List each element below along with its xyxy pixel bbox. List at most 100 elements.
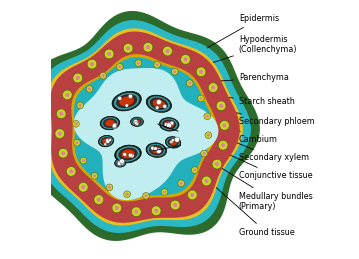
Ellipse shape <box>116 146 140 162</box>
Ellipse shape <box>115 159 125 167</box>
Circle shape <box>117 161 122 166</box>
Ellipse shape <box>118 148 137 160</box>
Circle shape <box>196 67 206 77</box>
Circle shape <box>219 104 223 108</box>
Ellipse shape <box>150 97 168 110</box>
Circle shape <box>115 206 119 210</box>
Circle shape <box>173 70 176 73</box>
Circle shape <box>173 203 177 207</box>
Circle shape <box>78 182 88 192</box>
Ellipse shape <box>134 119 140 124</box>
Circle shape <box>154 61 160 68</box>
Ellipse shape <box>131 117 144 126</box>
Circle shape <box>74 139 80 146</box>
Ellipse shape <box>151 147 162 154</box>
Ellipse shape <box>153 99 165 108</box>
Ellipse shape <box>132 118 142 125</box>
Ellipse shape <box>102 138 110 144</box>
Circle shape <box>202 152 206 155</box>
Circle shape <box>174 137 180 142</box>
Circle shape <box>181 54 190 64</box>
Circle shape <box>58 132 62 136</box>
Ellipse shape <box>149 145 164 155</box>
Circle shape <box>62 90 72 100</box>
Circle shape <box>75 141 79 144</box>
Circle shape <box>87 59 97 69</box>
Ellipse shape <box>120 96 134 106</box>
Circle shape <box>77 102 84 109</box>
Ellipse shape <box>103 118 117 128</box>
Circle shape <box>170 121 174 125</box>
Circle shape <box>130 154 134 158</box>
Circle shape <box>118 96 122 100</box>
Circle shape <box>191 167 198 174</box>
Text: Ground tissue: Ground tissue <box>216 188 294 237</box>
Circle shape <box>199 97 202 100</box>
Circle shape <box>172 68 178 75</box>
Circle shape <box>126 193 129 196</box>
Circle shape <box>187 190 197 200</box>
Circle shape <box>88 87 91 90</box>
Polygon shape <box>75 58 214 198</box>
Ellipse shape <box>101 137 112 145</box>
Circle shape <box>157 99 162 105</box>
Circle shape <box>69 169 73 174</box>
Circle shape <box>143 42 153 52</box>
Text: Cambium: Cambium <box>204 115 278 144</box>
Circle shape <box>123 153 126 156</box>
Text: Secondary phloem: Secondary phloem <box>205 106 314 126</box>
Circle shape <box>208 83 218 92</box>
Circle shape <box>86 85 93 92</box>
Circle shape <box>183 57 188 61</box>
Circle shape <box>153 147 158 151</box>
Circle shape <box>221 143 225 147</box>
Ellipse shape <box>121 149 135 159</box>
Circle shape <box>156 63 159 66</box>
Circle shape <box>171 139 174 142</box>
Circle shape <box>155 106 159 109</box>
Circle shape <box>112 124 117 129</box>
Circle shape <box>73 120 79 127</box>
Circle shape <box>205 132 212 139</box>
Circle shape <box>59 112 63 116</box>
Circle shape <box>165 49 169 53</box>
Ellipse shape <box>131 118 143 126</box>
Ellipse shape <box>100 116 120 130</box>
Polygon shape <box>72 55 216 201</box>
Circle shape <box>73 73 83 83</box>
Circle shape <box>180 182 183 185</box>
Circle shape <box>220 120 229 130</box>
Circle shape <box>97 198 101 202</box>
Ellipse shape <box>169 140 177 145</box>
Circle shape <box>199 70 203 74</box>
Circle shape <box>58 148 68 158</box>
Circle shape <box>170 140 173 143</box>
Ellipse shape <box>117 161 123 165</box>
Circle shape <box>143 192 149 199</box>
Circle shape <box>186 80 193 87</box>
Circle shape <box>112 203 122 213</box>
Circle shape <box>91 172 98 179</box>
Circle shape <box>212 159 222 169</box>
Polygon shape <box>32 12 259 240</box>
Circle shape <box>204 113 211 120</box>
Circle shape <box>188 82 191 85</box>
Circle shape <box>107 52 111 56</box>
Circle shape <box>90 62 94 66</box>
Ellipse shape <box>114 93 140 110</box>
Circle shape <box>65 93 69 97</box>
Polygon shape <box>74 69 218 199</box>
Polygon shape <box>51 32 239 222</box>
Circle shape <box>108 186 111 189</box>
Circle shape <box>104 143 107 146</box>
Circle shape <box>204 179 209 183</box>
Text: Medullary bundles
(Primary): Medullary bundles (Primary) <box>177 140 312 211</box>
Ellipse shape <box>146 95 172 112</box>
Circle shape <box>146 45 150 49</box>
Circle shape <box>94 195 104 205</box>
Ellipse shape <box>115 159 126 167</box>
Ellipse shape <box>168 138 179 147</box>
Ellipse shape <box>105 120 115 126</box>
Ellipse shape <box>115 145 141 163</box>
Circle shape <box>118 65 121 68</box>
